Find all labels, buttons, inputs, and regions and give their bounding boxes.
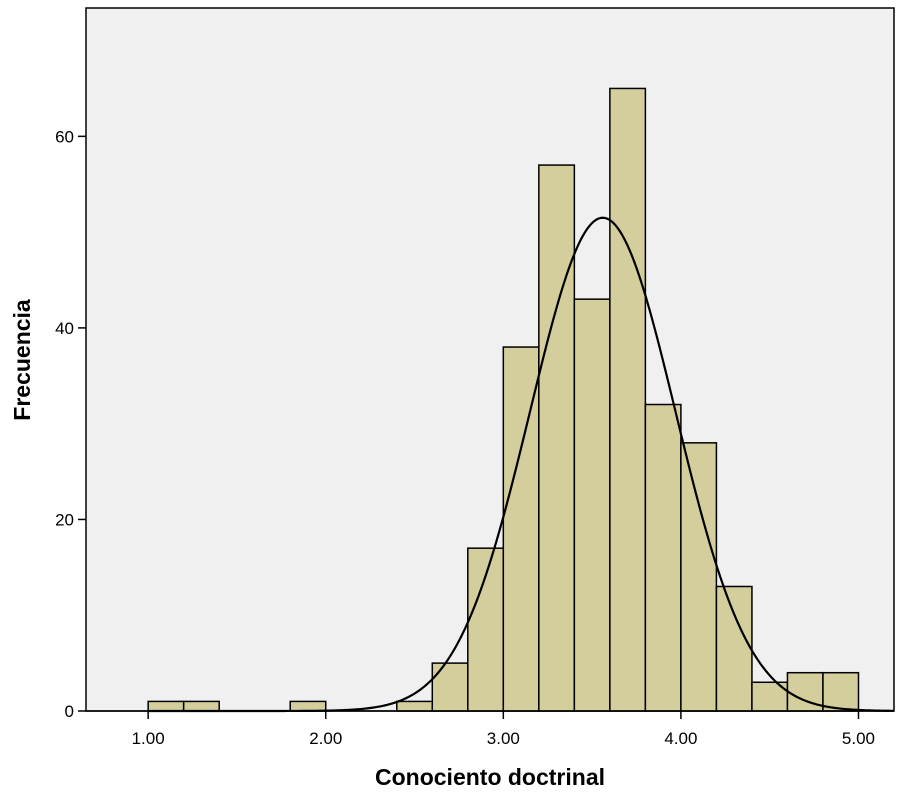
histogram-bar <box>289 700 327 712</box>
histogram-bar <box>715 585 753 712</box>
histogram-bar <box>573 298 611 712</box>
x-tick-label: 1.00 <box>132 729 165 748</box>
y-tick-label: 20 <box>55 510 74 529</box>
x-tick-label: 3.00 <box>487 729 520 748</box>
y-tick-label: 0 <box>65 702 74 721</box>
histogram-bar <box>431 662 469 712</box>
histogram-bar <box>147 700 185 712</box>
y-ticks-group: 0 20 40 60 <box>55 127 86 721</box>
histogram-bar <box>538 164 576 712</box>
histogram-bar <box>396 700 434 712</box>
x-ticks-group: 1.00 2.00 3.00 4.00 5.00 <box>132 711 875 748</box>
histogram-bar <box>680 442 718 712</box>
y-tick-label: 60 <box>55 127 74 146</box>
x-axis-title: Conociento doctrinal <box>375 764 605 790</box>
histogram-bar <box>182 700 220 712</box>
bars-group <box>147 87 860 712</box>
y-tick-label: 40 <box>55 319 74 338</box>
y-axis-title: Frecuencia <box>9 299 35 421</box>
histogram-bar <box>609 87 647 712</box>
histogram-bar <box>822 671 860 712</box>
x-tick-label: 2.00 <box>309 729 342 748</box>
x-tick-label: 5.00 <box>842 729 875 748</box>
x-tick-label: 4.00 <box>664 729 697 748</box>
histogram-bar <box>644 403 682 712</box>
